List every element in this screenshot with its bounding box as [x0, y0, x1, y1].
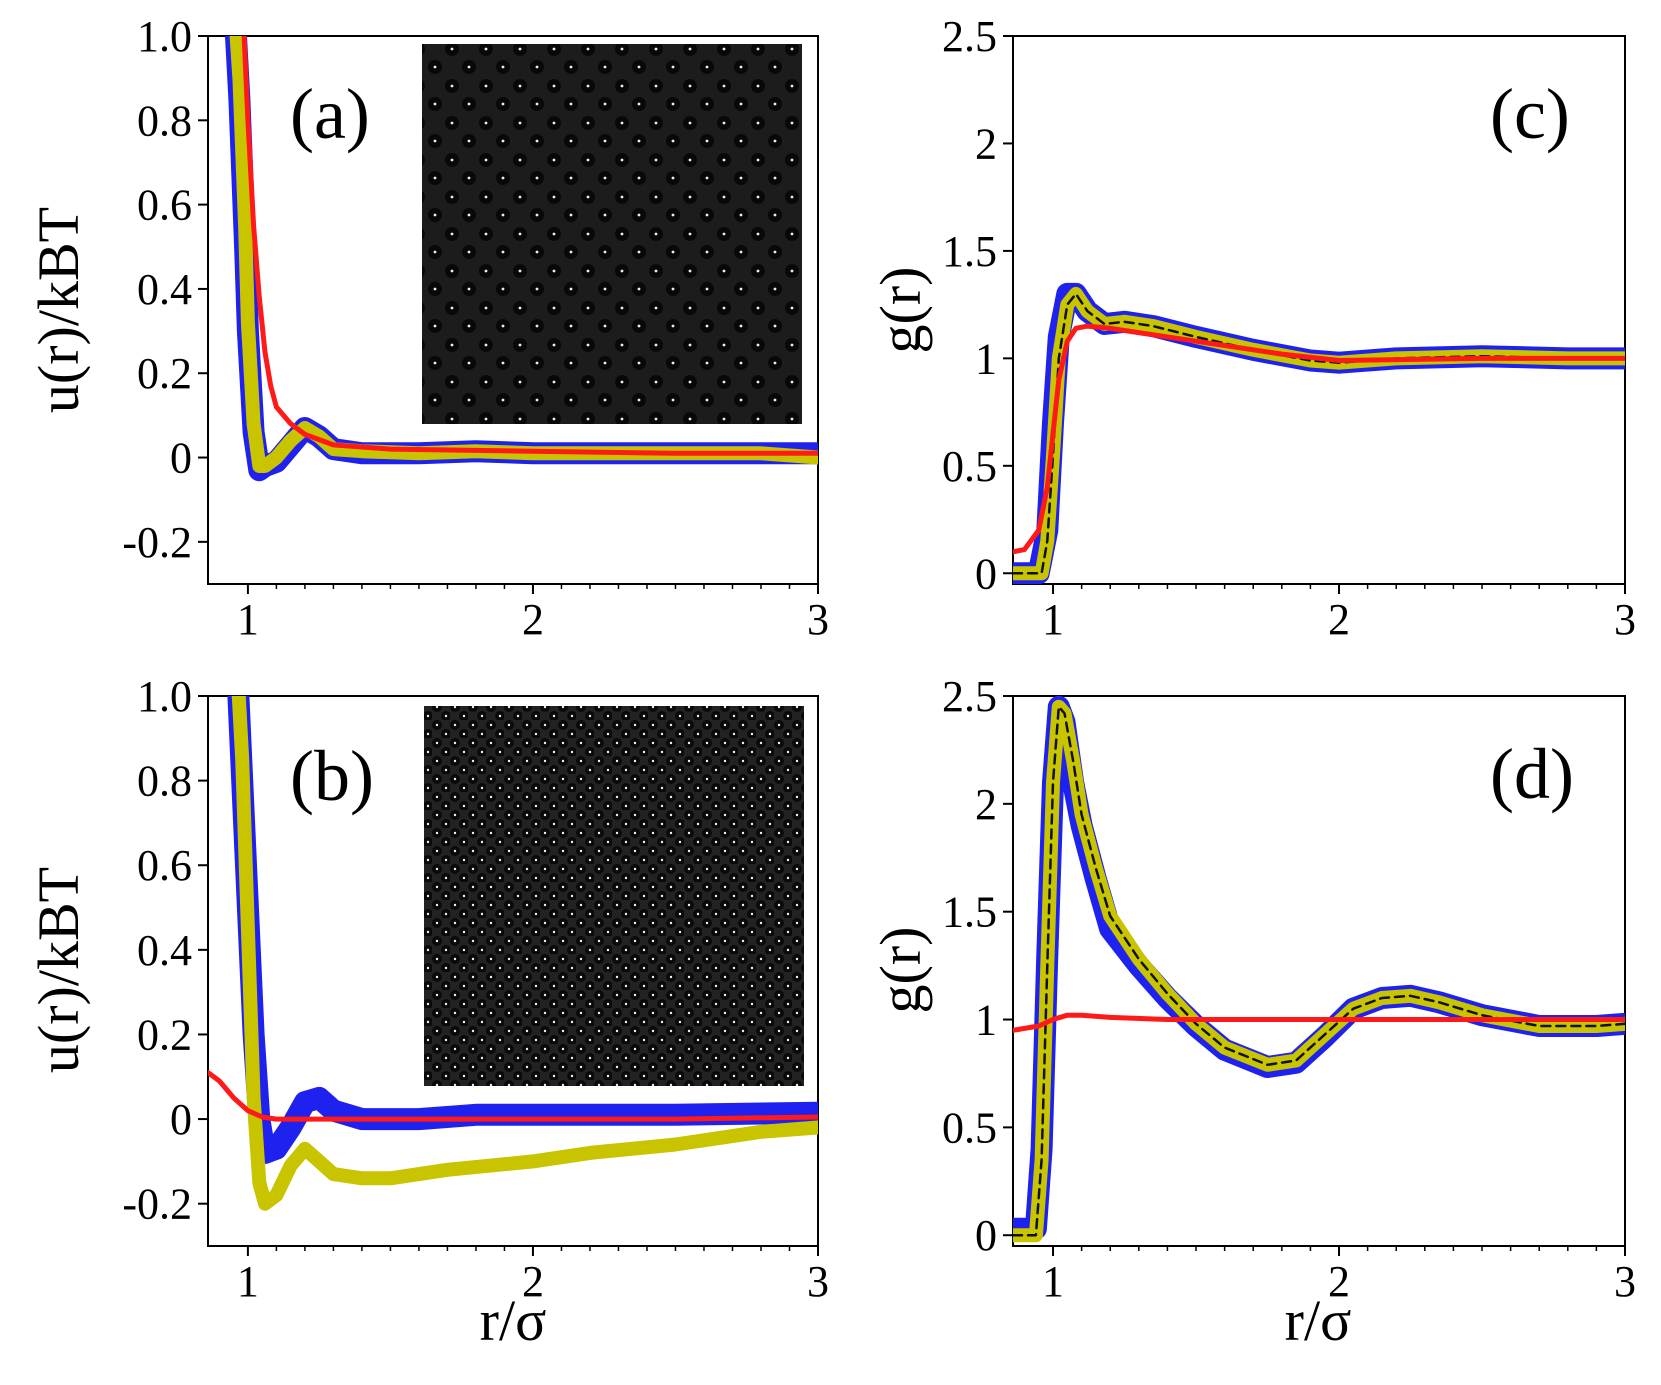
y-tick-label: 0.5	[942, 442, 997, 491]
series-group	[224, 36, 818, 482]
x-tick-label: 3	[807, 1257, 829, 1306]
y-tick-label: 0.2	[137, 349, 192, 398]
y-tick-label: 0	[170, 1095, 192, 1144]
y-tick-label: 1	[975, 334, 997, 383]
x-axis-label: r/σ	[480, 1288, 547, 1353]
x-tick-label: 1	[1042, 1257, 1064, 1306]
panel-label: (a)	[290, 74, 370, 154]
y-tick-label: 0.8	[137, 757, 192, 806]
tick-group: 1 2 3 1.0 0.8 0.6 0.4 0.2 0 -0.2	[122, 12, 829, 644]
y-tick-label: 0	[170, 434, 192, 483]
x-tick-label: 2	[522, 1257, 544, 1306]
y-tick-label: 1.0	[137, 672, 192, 721]
y-tick-label: 1.0	[137, 12, 192, 61]
x-tick-label: 2	[522, 595, 544, 644]
series-red-line	[241, 36, 818, 456]
y-tick-label: 0.8	[137, 96, 192, 145]
y-tick-label: 2.5	[942, 672, 997, 721]
y-axis-label: g(r)	[868, 267, 933, 354]
y-axis-label: g(r)	[868, 927, 933, 1014]
tick-group: 1 2 3 2.5 2 1.5 1 0.5 0	[942, 672, 1636, 1306]
x-tick-label: 3	[1614, 1257, 1636, 1306]
panel-label: (d)	[1490, 734, 1574, 814]
inset-micrograph-dense	[424, 706, 804, 1086]
y-axis-label: u(r)/kBT	[26, 207, 91, 413]
series-band-olive-line	[231, 696, 818, 1211]
x-tick-label: 3	[1614, 595, 1636, 644]
x-tick-label: 1	[1042, 595, 1064, 644]
y-tick-label: 0.4	[137, 265, 192, 314]
y-tick-label: 2.5	[942, 12, 997, 61]
plot-frame	[1012, 35, 1626, 585]
series-red-line	[1013, 323, 1625, 555]
series-group	[1013, 282, 1625, 584]
series-group	[1013, 696, 1625, 1243]
x-tick-label: 1	[237, 595, 259, 644]
panel-b: 1 2 3 1.0 0.8 0.6 0.4 0.2 0 -0.2 (b) u(r)/kBT r/σ	[26, 672, 829, 1353]
series-dashed-line	[1013, 705, 1625, 1237]
y-tick-label: -0.2	[122, 518, 192, 567]
y-tick-label: 2	[975, 119, 997, 168]
plot-frame	[1012, 695, 1626, 1247]
y-tick-label: 0	[975, 549, 997, 598]
y-axis-label: u(r)/kBT	[26, 867, 91, 1073]
x-tick-label: 2	[1328, 1257, 1350, 1306]
series-red-line	[1013, 1012, 1625, 1033]
y-tick-label: 2	[975, 780, 997, 829]
x-tick-label: 3	[807, 595, 829, 644]
tick-group: 1 2 3 1.0 0.8 0.6 0.4 0.2 0 -0.2	[122, 672, 829, 1306]
y-tick-label: -0.2	[122, 1180, 192, 1229]
y-tick-label: 1.5	[942, 888, 997, 937]
tick-group: 1 2 3 2.5 2 1.5 1 0.5 0	[942, 12, 1636, 644]
series-red-line	[208, 1070, 818, 1122]
y-tick-label: 0.6	[137, 181, 192, 230]
x-tick-label: 1	[237, 1257, 259, 1306]
panel-d: 1 2 3 2.5 2 1.5 1 0.5 0 (d) g(r) r/σ	[868, 672, 1636, 1353]
x-tick-label: 2	[1328, 595, 1350, 644]
panel-a: 1 2 3 1.0 0.8 0.6 0.4 0.2 0 -0.2 (a) u(r)/kBT	[26, 12, 829, 644]
y-tick-label: 0.6	[137, 841, 192, 890]
y-tick-label: 0.2	[137, 1010, 192, 1059]
series-group	[208, 696, 818, 1211]
y-tick-label: 0.5	[942, 1103, 997, 1152]
y-tick-label: 1.5	[942, 227, 997, 276]
y-tick-label: 0.4	[137, 926, 192, 975]
x-axis-label: r/σ	[1285, 1288, 1352, 1353]
y-tick-label: 1	[975, 996, 997, 1045]
panel-label: (b)	[290, 736, 374, 816]
inset-micrograph-dilute	[422, 44, 802, 424]
y-tick-label: 0	[975, 1211, 997, 1260]
panel-c: 1 2 3 2.5 2 1.5 1 0.5 0 (c) g(r)	[868, 12, 1636, 644]
panel-label: (c)	[1490, 74, 1570, 154]
